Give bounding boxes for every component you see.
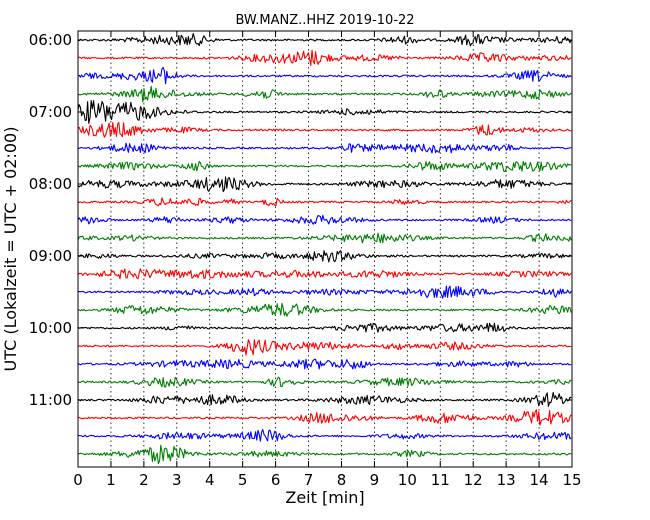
- trace-14: [77, 268, 572, 280]
- trace-7: [78, 142, 572, 154]
- x-tick-label: 10: [398, 471, 417, 489]
- y-tick-label: 07:00: [29, 103, 72, 121]
- y-tick-label: 08:00: [29, 175, 72, 193]
- x-tick-label: 5: [238, 471, 248, 489]
- trace-5: [77, 100, 572, 124]
- seismic-traces: [77, 32, 572, 465]
- trace-2: [77, 49, 572, 67]
- grid-lines: [110, 31, 540, 467]
- x-tick-label: 4: [205, 471, 215, 489]
- trace-22: [77, 409, 572, 426]
- trace-19: [77, 358, 572, 370]
- y-tick-label: 10:00: [29, 319, 72, 337]
- trace-4: [77, 85, 572, 103]
- x-tick-label: 13: [497, 471, 516, 489]
- x-tick-label: 7: [304, 471, 314, 489]
- y-axis-label: UTC (Lokalzeit = UTC + 02:00): [1, 127, 20, 372]
- chart-title: BW.MANZ..HHZ 2019-10-22: [235, 13, 414, 28]
- y-tick-label: 09:00: [29, 247, 72, 265]
- trace-17: [77, 322, 572, 333]
- x-axis-label: Zeit [min]: [285, 488, 364, 507]
- trace-18: [77, 339, 572, 356]
- x-tick-label: 11: [431, 471, 450, 489]
- x-axis-ticks: 0 1 2 3 4 5 6 7 8 9 10 11 12 13 14 15: [73, 31, 582, 489]
- y-tick-label: 06:00: [29, 31, 72, 49]
- trace-20: [77, 376, 572, 388]
- x-tick-label: 1: [106, 471, 116, 489]
- trace-24: [77, 444, 572, 465]
- x-tick-label: 3: [172, 471, 182, 489]
- plot-frame: [77, 30, 573, 468]
- trace-21: [77, 391, 572, 407]
- trace-11: [77, 214, 572, 225]
- trace-6: [77, 121, 572, 138]
- x-tick-label: 8: [337, 471, 347, 489]
- x-tick-label: 0: [73, 471, 83, 489]
- trace-16: [77, 302, 572, 317]
- y-tick-label: 11:00: [29, 391, 72, 409]
- trace-1: [77, 32, 572, 47]
- x-tick-label: 14: [530, 471, 549, 489]
- x-tick-label: 9: [370, 471, 380, 489]
- x-tick-label: 2: [139, 471, 149, 489]
- x-tick-label: 6: [271, 471, 281, 489]
- x-tick-label: 15: [562, 471, 581, 489]
- trace-23: [77, 429, 572, 442]
- trace-10: [77, 197, 572, 207]
- trace-13: [77, 250, 572, 263]
- trace-3: [77, 67, 572, 85]
- x-tick-label: 12: [464, 471, 483, 489]
- trace-9: [77, 176, 572, 193]
- trace-8: [77, 160, 572, 173]
- trace-12: [77, 232, 572, 244]
- trace-15: [77, 285, 572, 299]
- y-axis-ticks: 06:00 07:00 08:00 09:00 10:00 11:00: [29, 31, 572, 409]
